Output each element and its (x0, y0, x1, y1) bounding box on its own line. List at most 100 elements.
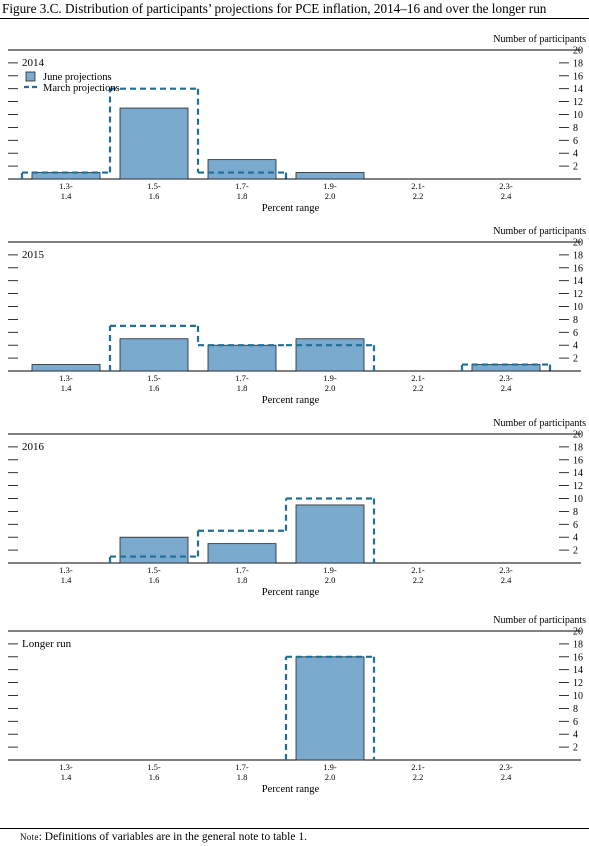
x-tick-label: 1.4 (61, 772, 72, 782)
legend-march-label: March projections (43, 83, 120, 94)
note-text: : Definitions of variables are in the ge… (38, 831, 307, 843)
note-rule (0, 828, 589, 829)
y-tick-label: 4 (573, 730, 578, 741)
y-tick-label: 8 (573, 315, 578, 326)
y-tick-label: 16 (573, 652, 583, 663)
x-tick-label: 1.5- (147, 565, 161, 575)
x-tick-label: 1.8 (237, 383, 248, 393)
y-tick-label: 4 (573, 533, 578, 544)
y-axis-title: Number of participants (493, 418, 586, 429)
y-axis-title: Number of participants (493, 34, 586, 45)
june-bar (295, 172, 365, 180)
title-rule (0, 18, 589, 19)
x-tick-label: 1.9- (323, 565, 337, 575)
june-bar (207, 159, 277, 180)
panel-title: 2014 (22, 57, 45, 69)
x-tick-label: 1.8 (237, 575, 248, 585)
y-tick-label: 16 (573, 71, 583, 82)
x-tick-label: 1.6 (149, 383, 160, 393)
x-tick-label: 2.2 (413, 772, 424, 782)
y-tick-label: 14 (573, 665, 583, 676)
y-tick-label: 8 (573, 507, 578, 518)
x-axis-title: Percent range (262, 784, 320, 795)
x-tick-label: 2.1- (411, 762, 425, 772)
y-tick-label: 20 (573, 238, 583, 249)
june-bar (295, 338, 365, 372)
x-tick-label: 2.3- (499, 373, 513, 383)
june-bar (295, 504, 365, 564)
x-tick-label: 2.3- (499, 762, 513, 772)
y-tick-label: 10 (573, 302, 583, 313)
y-tick-label: 14 (573, 468, 583, 479)
figure-title: Figure 3.C. Distribution of participants… (2, 1, 547, 16)
x-tick-label: 1.7- (235, 762, 249, 772)
x-tick-label: 1.7- (235, 565, 249, 575)
y-tick-label: 6 (573, 328, 578, 339)
x-tick-label: 1.7- (235, 181, 249, 191)
x-tick-label: 1.8 (237, 191, 248, 201)
june-bar (207, 344, 277, 372)
y-tick-label: 12 (573, 289, 583, 300)
x-axis-title: Percent range (262, 587, 320, 598)
x-axis-title: Percent range (262, 395, 320, 406)
x-tick-label: 1.9- (323, 762, 337, 772)
x-axis-title: Percent range (262, 203, 320, 214)
legend-june-swatch (25, 71, 36, 82)
y-tick-label: 10 (573, 110, 583, 121)
y-tick-label: 16 (573, 455, 583, 466)
x-tick-label: 1.4 (61, 575, 72, 585)
y-axis-title: Number of participants (493, 615, 586, 626)
note-label: Note (20, 832, 39, 842)
y-tick-label: 12 (573, 97, 583, 108)
x-tick-label: 2.0 (325, 383, 336, 393)
x-tick-label: 2.3- (499, 565, 513, 575)
x-tick-label: 1.7- (235, 373, 249, 383)
y-tick-label: 10 (573, 691, 583, 702)
x-tick-label: 1.5- (147, 181, 161, 191)
y-tick-label: 6 (573, 136, 578, 147)
y-tick-label: 18 (573, 442, 583, 453)
x-tick-label: 1.5- (147, 373, 161, 383)
y-tick-label: 12 (573, 481, 583, 492)
x-tick-label: 2.2 (413, 575, 424, 585)
y-tick-label: 8 (573, 123, 578, 134)
x-tick-label: 1.6 (149, 575, 160, 585)
y-tick-label: 10 (573, 494, 583, 505)
y-tick-label: 18 (573, 639, 583, 650)
y-tick-label: 2 (573, 743, 578, 754)
y-tick-label: 6 (573, 520, 578, 531)
y-tick-label: 12 (573, 678, 583, 689)
x-tick-label: 2.3- (499, 181, 513, 191)
june-bar (31, 364, 101, 372)
x-tick-label: 2.0 (325, 575, 336, 585)
y-tick-label: 4 (573, 341, 578, 352)
x-tick-label: 2.4 (501, 191, 512, 201)
x-tick-label: 1.4 (61, 383, 72, 393)
legend-june-label: June projections (43, 72, 112, 83)
y-tick-label: 2 (573, 546, 578, 557)
panel-title: Longer run (22, 638, 72, 650)
june-bar (119, 536, 189, 564)
x-tick-label: 1.8 (237, 772, 248, 782)
y-tick-label: 20 (573, 46, 583, 57)
x-tick-label: 1.5- (147, 762, 161, 772)
y-tick-label: 18 (573, 58, 583, 69)
june-bar (119, 107, 189, 180)
x-tick-label: 2.1- (411, 565, 425, 575)
x-tick-label: 1.3- (59, 181, 73, 191)
y-tick-label: 4 (573, 149, 578, 160)
x-tick-label: 2.4 (501, 575, 512, 585)
x-tick-label: 1.6 (149, 772, 160, 782)
x-tick-label: 1.3- (59, 565, 73, 575)
x-tick-label: 2.4 (501, 383, 512, 393)
y-tick-label: 8 (573, 704, 578, 715)
y-axis-title: Number of participants (493, 226, 586, 237)
x-tick-label: 1.3- (59, 762, 73, 772)
y-tick-label: 20 (573, 430, 583, 441)
x-tick-label: 2.0 (325, 191, 336, 201)
x-tick-label: 2.2 (413, 191, 424, 201)
